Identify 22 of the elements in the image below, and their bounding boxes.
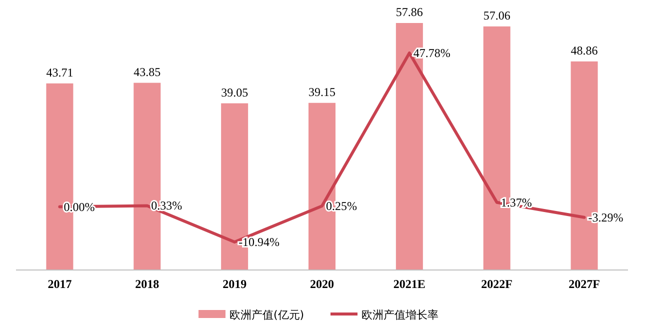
- x-tick-label: 2018: [135, 277, 160, 291]
- x-tick-label: 2020: [310, 277, 334, 291]
- data-label: 43.71: [46, 65, 74, 80]
- x-tick-label: 2019: [222, 277, 247, 291]
- x-tick-label: 2027F: [568, 277, 600, 291]
- data-label: 39.15: [308, 84, 336, 99]
- x-tick-label: 2021E: [393, 277, 426, 291]
- legend-label: 欧洲产值增长率: [362, 308, 438, 322]
- data-label: 0.33%: [151, 198, 182, 213]
- x-tick-label: 2022F: [481, 277, 513, 291]
- data-label: -10.94%: [238, 235, 280, 249]
- data-label: 39.05: [221, 85, 248, 100]
- data-label: 57.86: [396, 5, 423, 19]
- data-label: 57.06: [483, 8, 510, 22]
- data-label: -3.29%: [588, 210, 624, 224]
- data-label: 0.00%: [64, 200, 95, 214]
- data-label: 0.25%: [326, 198, 357, 213]
- legend-label: 欧洲产值(亿元): [230, 308, 304, 322]
- data-label: 47.78%: [413, 46, 450, 60]
- x-tick-label: 2017: [48, 277, 72, 291]
- data-label: 48.86: [570, 43, 598, 58]
- data-label: 43.85: [134, 64, 161, 79]
